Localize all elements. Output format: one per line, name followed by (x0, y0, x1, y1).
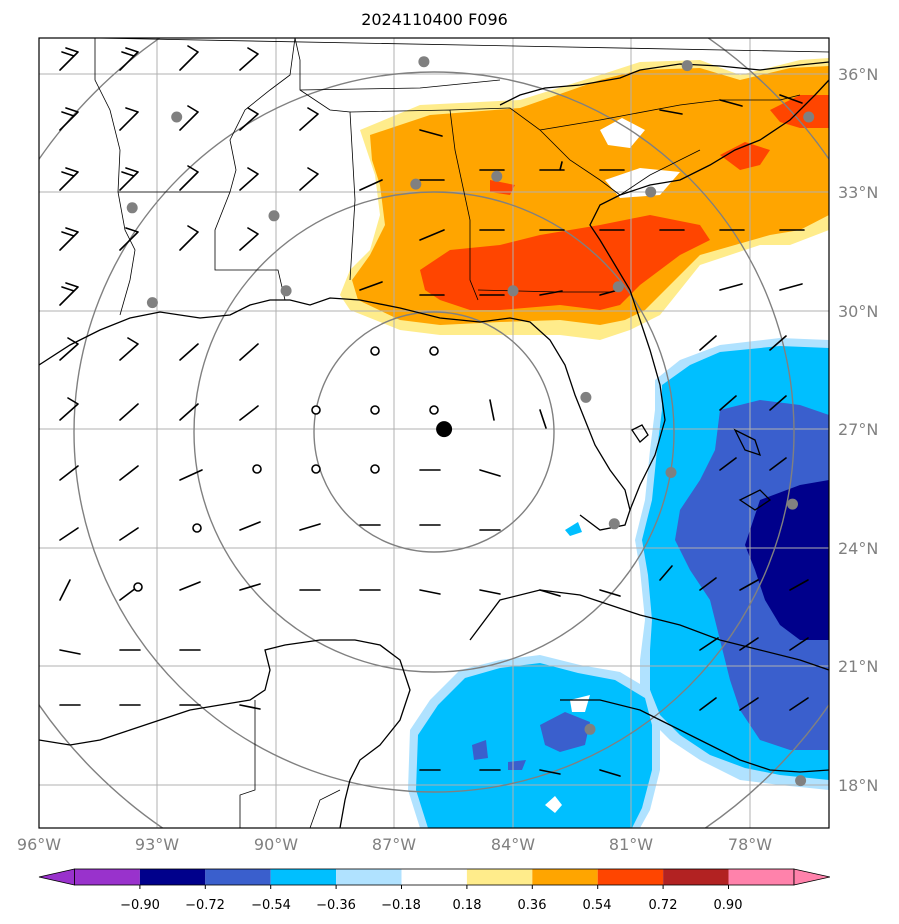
lat-label: 18°N (838, 776, 878, 795)
colorbar-frame (74, 868, 795, 886)
lat-label: 21°N (838, 657, 878, 676)
colorbar-bin (597, 869, 664, 885)
calm-wind-markers (133, 346, 439, 592)
station-marker (410, 178, 422, 190)
colorbar-bin (532, 869, 598, 885)
colorbar-bin (205, 869, 271, 885)
station-marker (507, 285, 519, 297)
station-marker (584, 723, 596, 735)
lat-label: 36°N (838, 65, 878, 84)
colorbar-tick-label: 0.54 (583, 898, 612, 913)
colorbar-extend-min (38, 868, 75, 886)
colorbar-tick-label: 0.72 (649, 898, 678, 913)
coastlines (39, 61, 829, 828)
colorbar-bin (74, 869, 140, 885)
colorbar-bin (466, 869, 533, 885)
colorbar-tick-labels: −0.90 −0.72 −0.54 −0.36 −0.18 0.18 0.36 … (120, 898, 742, 913)
station-marker (608, 518, 620, 530)
lon-label: 90°W (254, 835, 298, 854)
colorbar-bin (270, 869, 337, 885)
colorbar (38, 868, 830, 889)
lat-label: 24°N (838, 539, 878, 558)
colorbar-tick-label: −0.90 (120, 898, 160, 913)
wind-barbs (59, 45, 809, 777)
station-marker (280, 285, 292, 297)
lon-label: 81°W (609, 835, 653, 854)
colorbar-tick-label: −0.18 (381, 898, 421, 913)
colorbar-tick-label: −0.36 (316, 898, 356, 913)
colorbar-extend-max (793, 868, 830, 886)
shaded-field-positive (340, 58, 829, 340)
colorbar-tick-label: −0.72 (185, 898, 225, 913)
colorbar-tick-label: 0.18 (453, 898, 482, 913)
lon-label: 78°W (728, 835, 772, 854)
station-marker (491, 170, 503, 182)
station-marker (612, 281, 624, 293)
lon-label: 96°W (17, 835, 61, 854)
station-marker (795, 775, 807, 787)
colorbar-bin (336, 869, 402, 885)
station-marker (681, 60, 693, 72)
station-marker (580, 391, 592, 403)
map-frame (38, 37, 830, 829)
station-marker (171, 111, 183, 123)
colorbar-tick-label: −0.54 (251, 898, 291, 913)
map-title: 2024110400 F096 (361, 10, 508, 29)
longitude-labels: 96°W 93°W 90°W 87°W 84°W 81°W 78°W (17, 835, 772, 854)
lon-label: 93°W (135, 835, 179, 854)
lat-label: 27°N (838, 420, 878, 439)
colorbar-bin (139, 869, 206, 885)
grid-lines (39, 38, 829, 828)
lat-label: 30°N (838, 302, 878, 321)
colorbar-tick-label: 0.90 (714, 898, 743, 913)
center-marker (436, 421, 453, 438)
station-marker (803, 111, 815, 123)
storm-center-marker (436, 421, 453, 438)
station-marker (665, 467, 677, 478)
station-marker (645, 186, 657, 198)
lon-label: 87°W (372, 835, 416, 854)
colorbar-bin (728, 869, 794, 885)
lat-label: 33°N (838, 183, 878, 202)
latitude-labels: 36°N 33°N 30°N 27°N 24°N 21°N 18°N (838, 65, 878, 795)
station-marker (268, 210, 280, 222)
station-marker (418, 56, 430, 68)
station-marker (126, 202, 138, 214)
colorbar-bin (401, 869, 467, 885)
station-marker (146, 297, 158, 309)
lon-label: 84°W (491, 835, 535, 854)
colorbar-tick-label: 0.36 (518, 898, 547, 913)
colorbar-bin (663, 869, 729, 885)
station-marker (787, 498, 798, 510)
station-markers (126, 56, 815, 787)
